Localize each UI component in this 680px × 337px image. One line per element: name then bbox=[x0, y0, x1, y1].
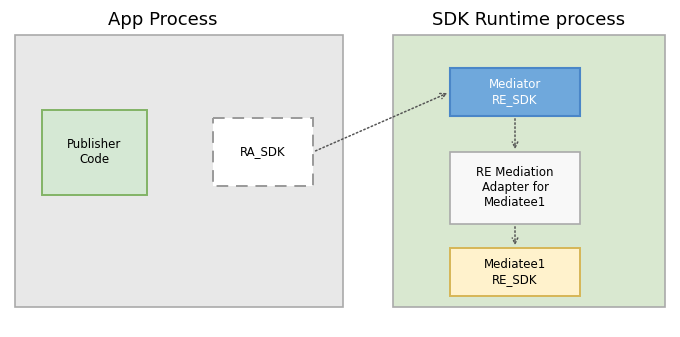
Bar bbox=[15, 35, 343, 307]
Text: App Process: App Process bbox=[108, 11, 218, 29]
Bar bbox=[450, 248, 580, 296]
Text: Mediatee1
RE_SDK: Mediatee1 RE_SDK bbox=[484, 258, 546, 286]
Bar bbox=[450, 68, 580, 116]
Bar bbox=[42, 110, 147, 195]
Text: RE Mediation
Adapter for
Mediatee1: RE Mediation Adapter for Mediatee1 bbox=[476, 166, 554, 210]
Bar bbox=[213, 118, 313, 186]
Text: Mediator
RE_SDK: Mediator RE_SDK bbox=[489, 78, 541, 106]
Bar bbox=[393, 35, 665, 307]
Text: Publisher
Code: Publisher Code bbox=[67, 138, 122, 166]
Text: RA_SDK: RA_SDK bbox=[240, 146, 286, 158]
Text: SDK Runtime process: SDK Runtime process bbox=[432, 11, 626, 29]
Bar bbox=[450, 152, 580, 224]
